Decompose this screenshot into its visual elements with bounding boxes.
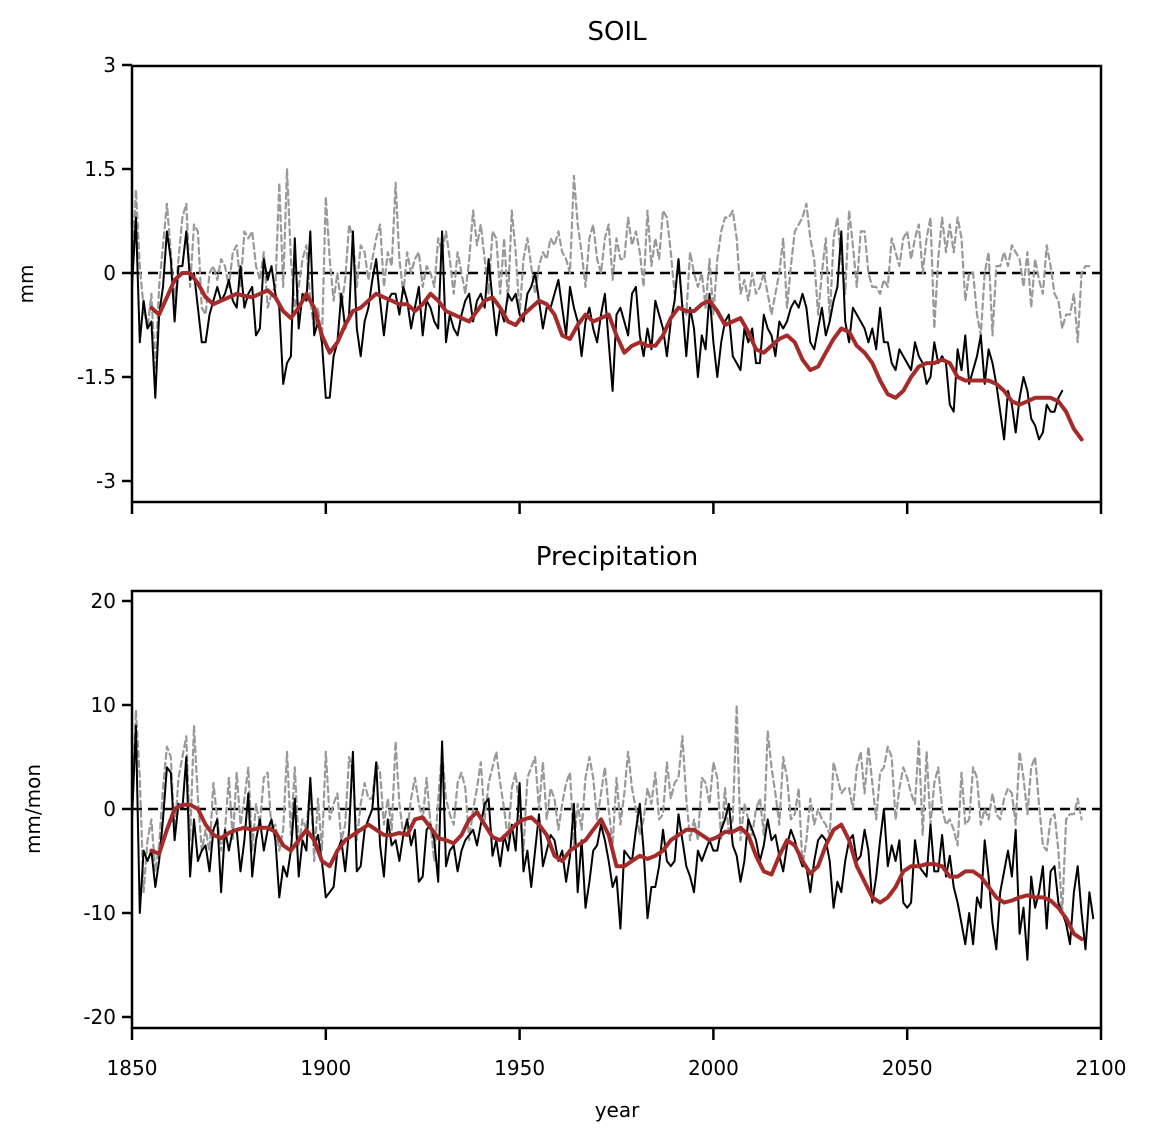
precip-series	[130, 703, 1101, 961]
soil-gray-dashed-series-line	[130, 167, 1091, 372]
precip-panel: Precipitation mm/mon year 20 10 0 -10 -20 18…	[21, 542, 1126, 1122]
soil-series	[130, 167, 1101, 442]
precip-xtick-label: 1950	[494, 1056, 545, 1080]
precip-xtick-label: 2000	[688, 1056, 739, 1080]
precip-title: Precipitation	[536, 542, 699, 572]
soil-title: SOIL	[587, 17, 647, 47]
soil-plot-frame	[130, 64, 1103, 504]
precip-ytick-label: 20	[91, 589, 116, 613]
precip-ytick-label: 0	[103, 797, 116, 821]
precip-black-series-line	[131, 724, 1095, 961]
soil-xticks	[130, 502, 1103, 514]
precip-xtick-label: 1900	[300, 1056, 351, 1080]
precip-xlabel: year	[595, 1098, 640, 1122]
soil-ytick-label: -3	[96, 469, 116, 493]
precip-ytick-label: -20	[83, 1005, 116, 1029]
precip-xticks: 1850 1900 1950 2000 2050 2100	[107, 1028, 1127, 1080]
soil-ytick-label: -1.5	[77, 365, 116, 389]
precip-ytick-label: 10	[91, 693, 116, 717]
soil-panel: SOIL mm 3 1.5 0 -1.5 -3	[14, 17, 1103, 514]
precip-red-smoothed-series-line	[149, 802, 1084, 941]
soil-ytick-label: 0	[103, 261, 116, 285]
precip-xtick-label: 2100	[1076, 1056, 1127, 1080]
precip-xtick-label: 1850	[107, 1056, 158, 1080]
precip-xtick-label: 2050	[882, 1056, 933, 1080]
soil-red-smoothed-series-line	[149, 271, 1084, 442]
soil-ytick-label: 1.5	[84, 157, 116, 181]
precip-ylabel: mm/mon	[21, 764, 45, 854]
soil-yticks: 3 1.5 0 -1.5 -3	[77, 53, 132, 493]
soil-ytick-label: 3	[103, 53, 116, 77]
precip-plot-frame	[130, 589, 1103, 1030]
soil-black-series-line	[131, 216, 1064, 441]
precip-ytick-label: -10	[83, 901, 116, 925]
soil-ylabel: mm	[14, 265, 38, 304]
precip-gray-dashed-series-line	[130, 703, 1083, 915]
precip-yticks: 20 10 0 -10 -20	[83, 589, 132, 1029]
